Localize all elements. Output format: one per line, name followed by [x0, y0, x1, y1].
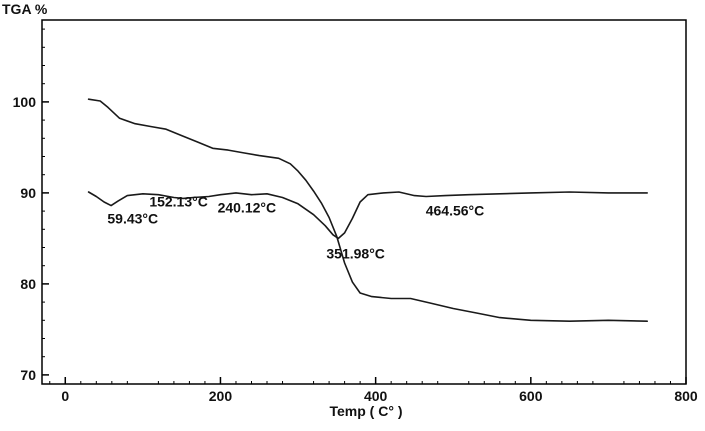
- x-tick-label: 600: [519, 388, 543, 404]
- x-tick-label: 800: [674, 388, 698, 404]
- x-tick-label: 0: [61, 388, 69, 404]
- x-tick-label: 200: [209, 388, 233, 404]
- y-tick-label: 70: [20, 367, 36, 383]
- x-axis-title: Temp ( C° ): [329, 403, 402, 419]
- annotations: 59.43°C 152.13°C 240.12°C 351.98°C 464.56°C: [107, 193, 484, 261]
- y-axis-title: TGA %: [2, 1, 48, 17]
- tga-curve: [87, 98, 648, 322]
- peak-temperature-label: 464.56°C: [426, 203, 485, 219]
- y-tick-label: 90: [20, 185, 36, 201]
- peak-temperature-label: 152.13°C: [149, 193, 208, 209]
- peak-temperature-label: 351.98°C: [326, 245, 385, 261]
- y-axis: 70 80 90 100: [13, 28, 49, 383]
- dtg-curve: [87, 191, 648, 240]
- peak-temperature-label: 240.12°C: [218, 200, 277, 216]
- y-tick-label: 100: [13, 94, 37, 110]
- x-axis: 0 200 400 600 800: [49, 377, 698, 404]
- series-lines: [87, 98, 648, 322]
- peak-temperature-label: 59.43°C: [107, 211, 158, 227]
- y-tick-label: 80: [20, 276, 36, 292]
- plot-frame: [41, 19, 687, 385]
- x-tick-label: 400: [364, 388, 388, 404]
